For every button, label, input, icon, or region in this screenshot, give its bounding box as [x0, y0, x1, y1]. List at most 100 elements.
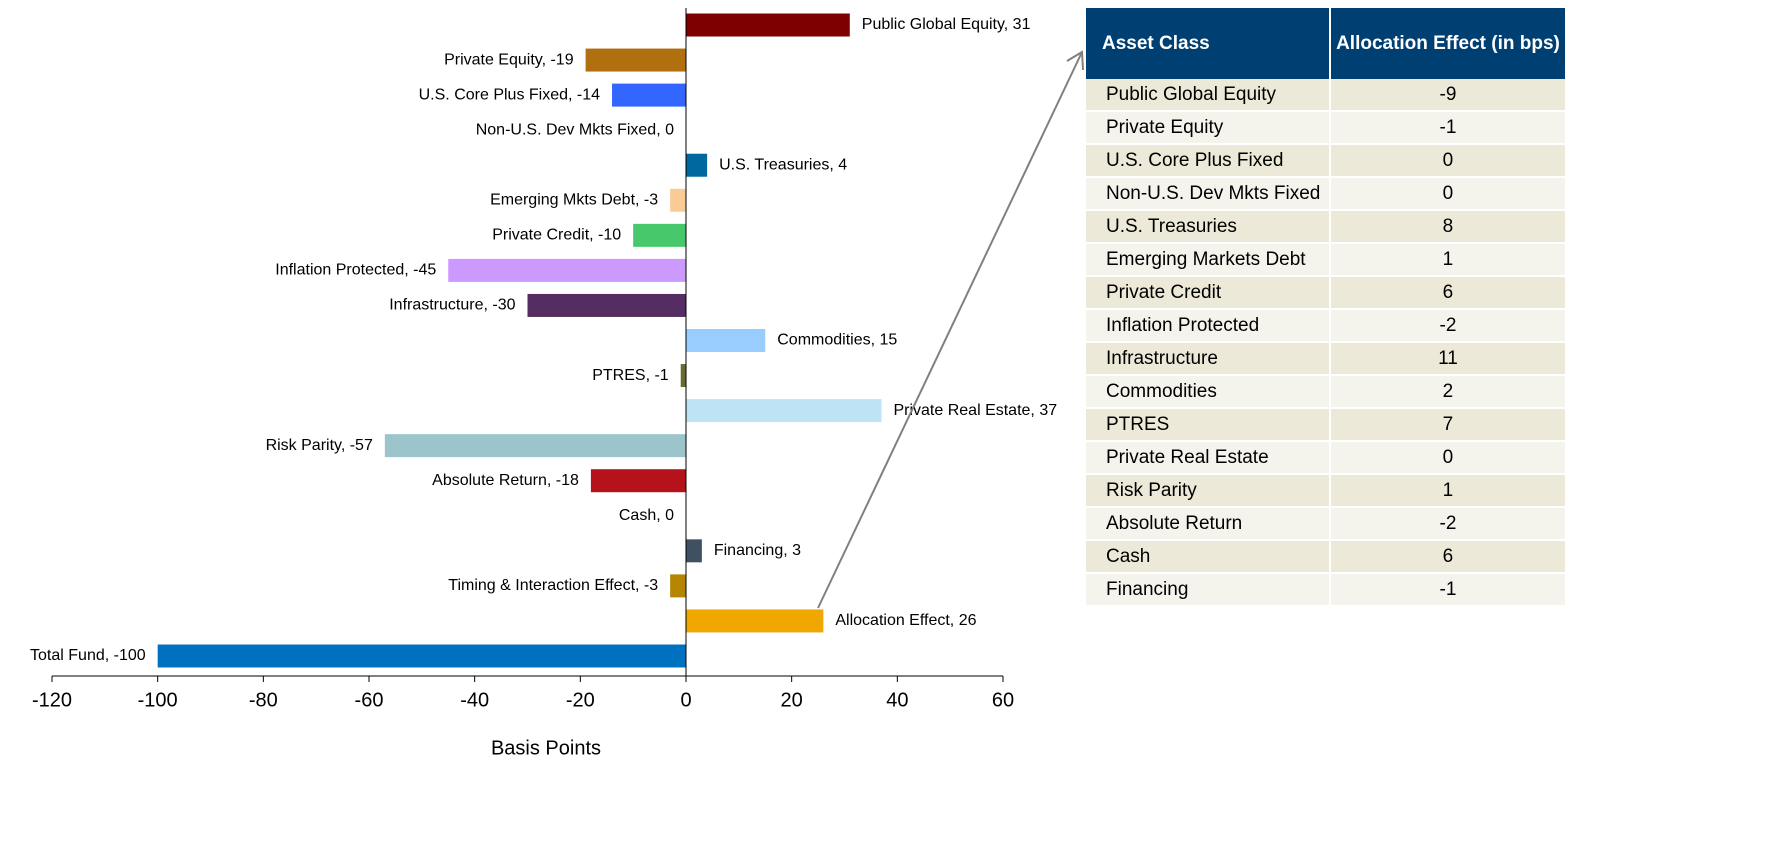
bar: [670, 188, 686, 212]
arrow-head: [1066, 50, 1084, 71]
bar: [686, 609, 824, 633]
table-row: Infrastructure 11: [1086, 342, 1568, 376]
table-cell: -2: [1329, 309, 1568, 343]
bar: [448, 258, 686, 282]
table-row: U.S. Core Plus Fixed 0: [1086, 144, 1568, 178]
data-label: PTRES, -1: [592, 367, 669, 384]
table-cell: Risk Parity: [1086, 474, 1331, 508]
data-label: Total Fund, -100: [30, 647, 146, 664]
bar: [686, 539, 702, 563]
header-cell: Allocation Effect (in bps): [1329, 8, 1568, 79]
x-tick-label: -80: [249, 689, 278, 711]
data-label: Private Real Estate, 37: [893, 402, 1057, 419]
data-label: Emerging Mkts Debt, -3: [490, 191, 658, 208]
x-tick-label: -100: [138, 689, 178, 711]
bar: [686, 153, 708, 177]
data-label: Private Equity, -19: [444, 51, 574, 68]
bar: [633, 223, 686, 247]
table-cell: Infrastructure: [1086, 342, 1331, 376]
x-tick-label: 60: [992, 689, 1014, 711]
table-row: Non-U.S. Dev Mkts Fixed 0: [1086, 177, 1568, 211]
bar: [670, 574, 686, 598]
table-cell: 0: [1329, 144, 1568, 178]
table-row: Private Credit 6: [1086, 276, 1568, 310]
data-label: Public Global Equity, 31: [862, 16, 1031, 33]
allocation-table: Asset Class Allocation Effect (in bps) Pu…: [1086, 8, 1568, 607]
table-row: Public Global Equity -9: [1086, 79, 1568, 112]
x-tick-label: 40: [886, 689, 908, 711]
x-tick-label: -120: [32, 689, 72, 711]
table-cell: Inflation Protected: [1086, 309, 1331, 343]
table-cell: PTRES: [1086, 408, 1331, 442]
table-cell: Private Credit: [1086, 276, 1331, 310]
table-cell: Non-U.S. Dev Mkts Fixed: [1086, 177, 1331, 211]
bar: [612, 83, 686, 107]
x-tick-label: 0: [680, 689, 691, 711]
table-row: Commodities 2: [1086, 375, 1568, 409]
table-row: Private Equity -1: [1086, 111, 1568, 145]
table-row: Absolute Return -2: [1086, 507, 1568, 541]
table-row: PTRES 7: [1086, 408, 1568, 442]
table-cell: 7: [1329, 408, 1568, 442]
bar: [686, 399, 882, 423]
bar: [686, 329, 766, 352]
table-row: Cash 6: [1086, 540, 1568, 574]
chart: Basis Points -120 -100 -80 -60 -40 -20 0 20 40 60…: [30, 8, 1057, 759]
bar: [680, 364, 686, 388]
table-cell: 8: [1329, 210, 1568, 244]
table-cell: 6: [1329, 276, 1568, 310]
table-cell: -9: [1329, 79, 1568, 112]
table-cell: 1: [1329, 474, 1568, 508]
header-cell: Asset Class: [1086, 8, 1331, 79]
table-row: Inflation Protected -2: [1086, 309, 1568, 343]
table-cell: -1: [1329, 573, 1568, 607]
table-row: Financing -1: [1086, 573, 1568, 607]
data-label: Cash, 0: [619, 507, 674, 524]
table-cell: 11: [1329, 342, 1568, 376]
bar: [590, 469, 686, 493]
bar: [384, 434, 686, 458]
table-cell: Private Real Estate: [1086, 441, 1331, 475]
x-tick-label: -20: [566, 689, 595, 711]
table-row: U.S. Treasuries 8: [1086, 210, 1568, 244]
bar: [585, 48, 686, 72]
table-cell: -1: [1329, 111, 1568, 145]
table-cell: Cash: [1086, 540, 1331, 574]
bar: [157, 644, 686, 668]
x-tick-label: -60: [355, 689, 384, 711]
table-cell: Public Global Equity: [1086, 79, 1331, 112]
x-tick-label: 20: [781, 689, 803, 711]
table-cell: Emerging Markets Debt: [1086, 243, 1331, 277]
table-cell: 1: [1329, 243, 1568, 277]
table-row: Emerging Markets Debt 1: [1086, 243, 1568, 277]
table-cell: U.S. Treasuries: [1086, 210, 1331, 244]
data-label: Private Credit, -10: [492, 227, 621, 244]
table-cell: -2: [1329, 507, 1568, 541]
table-cell: Absolute Return: [1086, 507, 1331, 541]
table-row: Risk Parity 1: [1086, 474, 1568, 508]
data-label: Absolute Return, -18: [432, 472, 579, 489]
bar: [686, 13, 850, 37]
table-cell: Private Equity: [1086, 111, 1331, 145]
table-cell: U.S. Core Plus Fixed: [1086, 144, 1331, 178]
table-cell: 2: [1329, 375, 1568, 409]
table-cell: 0: [1329, 441, 1568, 475]
table-cell: Commodities: [1086, 375, 1331, 409]
bar: [527, 293, 686, 317]
x-tick-label: -40: [460, 689, 489, 711]
table-row: Private Real Estate 0: [1086, 441, 1568, 475]
data-label: Financing, 3: [714, 542, 801, 559]
data-label: Timing & Interaction Effect, -3: [448, 577, 658, 594]
data-label: Allocation Effect, 26: [835, 612, 976, 629]
data-label: Non-U.S. Dev Mkts Fixed, 0: [476, 121, 674, 138]
data-label: U.S. Treasuries, 4: [719, 156, 847, 173]
data-label: Infrastructure, -30: [389, 297, 515, 314]
table-cell: Financing: [1086, 573, 1331, 607]
x-axis-label: Basis Points: [491, 737, 601, 759]
data-label: Inflation Protected, -45: [275, 262, 436, 279]
data-label: Commodities, 15: [777, 332, 897, 349]
data-label: U.S. Core Plus Fixed, -14: [419, 86, 601, 103]
table-cell: 0: [1329, 177, 1568, 211]
table-cell: 6: [1329, 540, 1568, 574]
